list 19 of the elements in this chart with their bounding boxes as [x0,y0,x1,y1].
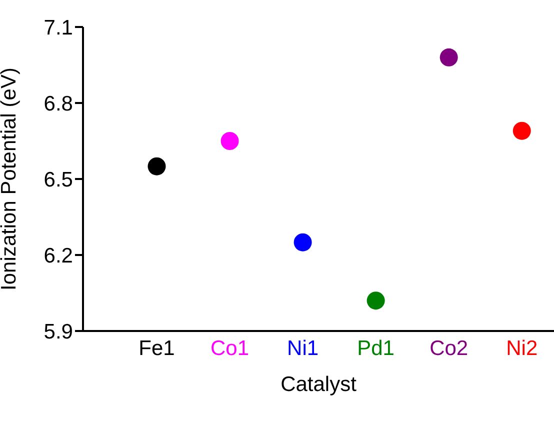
point [440,48,458,66]
y-axis-title: Ionization Potential (eV) [0,68,20,290]
x-tick-label: Co1 [210,337,250,360]
y-tick-label: 7.1 [44,16,73,40]
x-tick-label: Pd1 [357,337,395,360]
point [512,122,531,140]
x-tick-label: Fe1 [138,337,175,360]
x-tick-label: Ni2 [506,337,538,360]
point [366,292,385,310]
point [294,233,312,252]
point [220,132,239,150]
x-tick-label: Co2 [430,337,468,360]
y-tick-label: 6.2 [44,244,73,268]
x-tick-label: Ni1 [287,337,319,360]
x-axis-title: Catalyst [280,373,357,396]
point [148,157,166,176]
y-tick-label: 6.5 [44,168,73,192]
y-tick-label: 6.8 [44,92,73,116]
y-tick-label: 5.9 [44,320,73,344]
